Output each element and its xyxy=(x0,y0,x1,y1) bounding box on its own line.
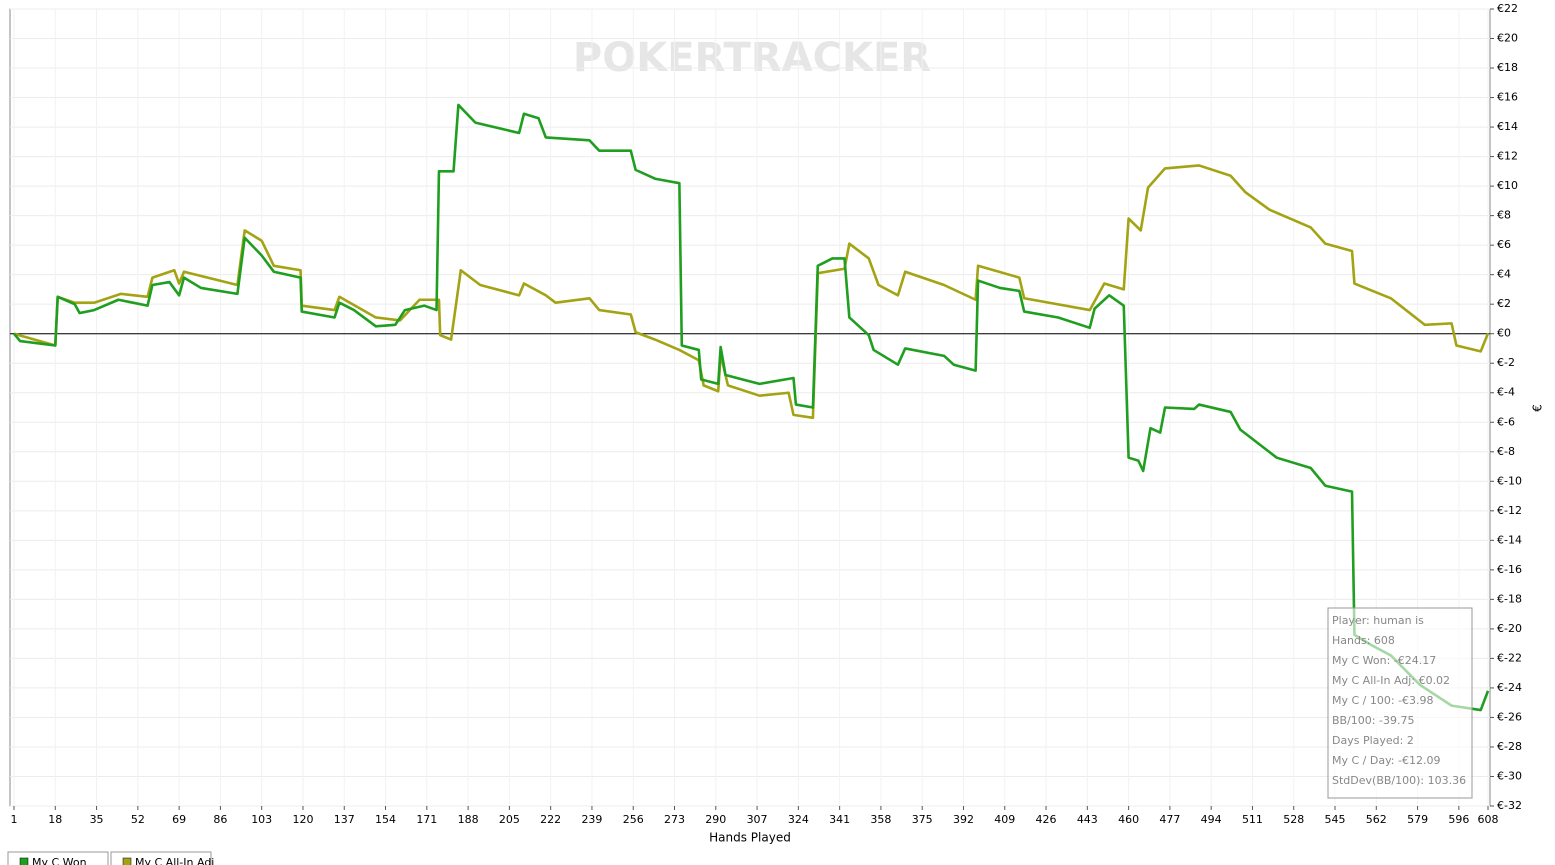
x-tick-label: 52 xyxy=(131,813,145,826)
legend-swatch xyxy=(19,857,29,865)
x-tick-label: 443 xyxy=(1077,813,1098,826)
tooltip-box xyxy=(1327,607,1473,799)
x-tick-label: 290 xyxy=(705,813,726,826)
tooltip-line: BB/100: -39.75 xyxy=(1332,714,1414,727)
x-tick-label: 392 xyxy=(953,813,974,826)
series-line xyxy=(12,103,1490,712)
y-tick-label: €0 xyxy=(1497,327,1511,340)
tooltip: Player: human is Hands: 608 My C Won: -€24… xyxy=(1327,607,1473,799)
y-tick-label: €10 xyxy=(1497,179,1518,192)
y-tick-label: €-20 xyxy=(1497,622,1522,635)
tooltip-line: My C / 100: -€3.98 xyxy=(1332,694,1434,707)
x-tick-label: 154 xyxy=(375,813,396,826)
y-tick-label: €-32 xyxy=(1497,799,1522,812)
x-tick-label: 171 xyxy=(416,813,437,826)
series-line xyxy=(13,164,1490,420)
x-tick-label: 307 xyxy=(747,813,768,826)
y-tick-label: €-28 xyxy=(1497,740,1522,753)
y-tick-label: €-26 xyxy=(1497,710,1522,723)
legend-label: My C All-In Adj xyxy=(135,856,214,865)
x-tick-label: 375 xyxy=(912,813,933,826)
x-tick-label: 273 xyxy=(664,813,685,826)
y-tick-label: €2 xyxy=(1497,297,1511,310)
y-tick-label: €-2 xyxy=(1497,356,1515,369)
watermark: POKERTRACKER xyxy=(573,35,931,81)
y-tick-label: €-22 xyxy=(1497,651,1522,664)
y-tick-label: €20 xyxy=(1497,32,1518,45)
x-tick-label: 69 xyxy=(172,813,186,826)
x-tick-label: 596 xyxy=(1448,813,1469,826)
x-tick-label: 222 xyxy=(540,813,561,826)
x-tick-label: 426 xyxy=(1036,813,1057,826)
legend-label: My C Won xyxy=(32,856,87,865)
x-tick-label: 409 xyxy=(994,813,1015,826)
tooltip-line: Hands: 608 xyxy=(1332,634,1395,647)
x-tick-label: 1 xyxy=(11,813,18,826)
y-tick-label: €-6 xyxy=(1497,415,1515,428)
x-tick-label: 460 xyxy=(1118,813,1139,826)
x-tick-label: 239 xyxy=(581,813,602,826)
y-tick-label: €-8 xyxy=(1497,445,1515,458)
y-tick-label: €-24 xyxy=(1497,681,1522,694)
legend-swatch xyxy=(122,857,132,865)
tooltip-line: My C / Day: -€12.09 xyxy=(1332,754,1440,767)
y-tick-label: €12 xyxy=(1497,150,1518,163)
y-axis-label: € xyxy=(1531,404,1545,412)
tooltip-line: Days Played: 2 xyxy=(1332,734,1414,747)
x-tick-label: 324 xyxy=(788,813,809,826)
y-tick-label: €-16 xyxy=(1497,563,1522,576)
x-tick-label: 18 xyxy=(48,813,62,826)
y-tick-label: €6 xyxy=(1497,238,1511,251)
legend-box xyxy=(7,851,109,865)
y-tick-label: €18 xyxy=(1497,61,1518,74)
x-axis-label: Hands Played xyxy=(709,831,791,845)
y-tick-label: €-12 xyxy=(1497,504,1522,517)
x-tick-label: 494 xyxy=(1201,813,1222,826)
x-tick-label: 35 xyxy=(90,813,104,826)
x-tick-label: 205 xyxy=(499,813,520,826)
y-tick-label: €-10 xyxy=(1497,474,1522,487)
x-tick-label: 103 xyxy=(251,813,272,826)
tooltip-line: My C Won: -€24.17 xyxy=(1332,654,1436,667)
x-tick-label: 137 xyxy=(334,813,355,826)
x-tick-label: 358 xyxy=(870,813,891,826)
x-tick-label: 545 xyxy=(1325,813,1346,826)
y-tick-label: €14 xyxy=(1497,120,1518,133)
x-tick-label: 188 xyxy=(458,813,479,826)
y-tick-label: €22 xyxy=(1497,2,1518,15)
x-tick-label: 120 xyxy=(292,813,313,826)
y-tick-label: €16 xyxy=(1497,91,1518,104)
x-tick-label: 562 xyxy=(1366,813,1387,826)
legend-box xyxy=(110,851,212,865)
x-tick-label: 579 xyxy=(1407,813,1428,826)
x-tick-label: 528 xyxy=(1283,813,1304,826)
x-tick-label: 256 xyxy=(623,813,644,826)
x-tick-label: 341 xyxy=(829,813,850,826)
y-tick-label: €-18 xyxy=(1497,592,1522,605)
y-tick-label: €-4 xyxy=(1497,386,1515,399)
y-tick-label: €-14 xyxy=(1497,533,1522,546)
y-tick-label: €8 xyxy=(1497,209,1511,222)
x-tick-label: 608 xyxy=(1478,813,1499,826)
x-tick-label: 511 xyxy=(1242,813,1263,826)
tooltip-line: StdDev(BB/100): 103.36 xyxy=(1332,774,1466,787)
y-tick-label: €-30 xyxy=(1497,769,1522,782)
tooltip-line: Player: human is xyxy=(1332,614,1424,627)
tooltip-line: My C All-In Adj: €0.02 xyxy=(1332,674,1450,687)
x-tick-label: 477 xyxy=(1159,813,1180,826)
y-tick-label: €4 xyxy=(1497,268,1511,281)
x-tick-label: 86 xyxy=(213,813,227,826)
